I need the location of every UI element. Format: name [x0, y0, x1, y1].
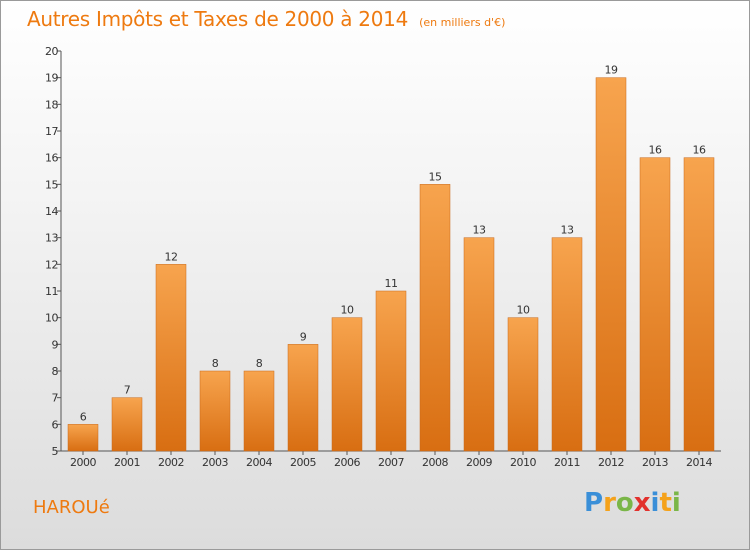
- x-tick-label: 2004: [246, 456, 272, 469]
- commune-name: HAROUé: [33, 497, 110, 518]
- chart-title: Autres Impôts et Taxes de 2000 à 2014: [27, 7, 408, 31]
- x-tick-label: 2006: [334, 456, 360, 469]
- y-tick-label: 8: [52, 365, 59, 378]
- bar-2000: [67, 424, 99, 452]
- bar-2008: [419, 184, 451, 452]
- brand-logo-letter: r: [603, 488, 616, 518]
- y-tick-label: 19: [45, 72, 58, 85]
- bar-2014: [683, 157, 715, 452]
- chart-subtitle: (en milliers d'€): [419, 16, 506, 29]
- x-tick-label: 2013: [642, 456, 668, 469]
- x-tick-label: 2008: [422, 456, 448, 469]
- bar-2002: [155, 264, 187, 452]
- y-axis: 5 6 7 8 9 10 11 12 13 14 15 16 17 18 19 20: [45, 45, 62, 458]
- value-label-2014: 16: [693, 144, 706, 157]
- bar-2013: [639, 157, 671, 452]
- y-tick-label: 9: [52, 338, 59, 351]
- bar-2001: [111, 397, 143, 452]
- x-tick-label: 2014: [686, 456, 712, 469]
- bar-2009: [463, 237, 495, 452]
- bar-2010: [507, 317, 539, 452]
- y-tick-label: 7: [52, 392, 59, 405]
- y-tick-label: 16: [45, 152, 58, 165]
- x-tick-label: 2011: [554, 456, 580, 469]
- value-label-2004: 8: [256, 357, 263, 370]
- x-tick-label: 2012: [598, 456, 624, 469]
- brand-logo-letter: P: [584, 488, 604, 518]
- value-label-2011: 13: [561, 224, 574, 237]
- value-label-2005: 9: [300, 330, 307, 343]
- y-tick-label: 5: [52, 445, 59, 458]
- brand-logo-letter: i: [671, 488, 681, 518]
- y-tick-label: 17: [45, 125, 58, 138]
- y-tick-label: 6: [52, 418, 59, 431]
- value-label-2006: 10: [341, 304, 354, 317]
- bar-2011: [551, 237, 583, 452]
- x-tick-label: 2001: [114, 456, 140, 469]
- value-label-2013: 16: [649, 144, 662, 157]
- y-tick-label: 20: [45, 45, 58, 58]
- bar-2003: [199, 370, 231, 452]
- value-label-2009: 13: [473, 224, 486, 237]
- brand-logo-letter: i: [650, 488, 660, 518]
- y-tick-label: 15: [45, 178, 58, 191]
- value-label-2010: 10: [517, 304, 530, 317]
- x-tick-label: 2007: [378, 456, 404, 469]
- x-tick-label: 2005: [290, 456, 316, 469]
- x-axis: 2000 2001 2002 2003 2004 2005 2006 2007 2008 2009…: [61, 450, 721, 469]
- y-tick-label: 12: [45, 258, 58, 271]
- y-tick-label: 13: [45, 232, 58, 245]
- bar-2006: [331, 317, 363, 452]
- bar-2007: [375, 290, 407, 452]
- x-tick-label: 2009: [466, 456, 492, 469]
- brand-logo: Proxiti: [584, 488, 681, 518]
- bar-2005: [287, 344, 319, 452]
- value-label-2001: 7: [124, 384, 131, 397]
- bar-2004: [243, 370, 275, 452]
- value-label-2002: 12: [165, 250, 178, 263]
- y-tick-label: 11: [45, 285, 58, 298]
- x-tick-label: 2000: [70, 456, 96, 469]
- x-tick-label: 2010: [510, 456, 536, 469]
- x-tick-label: 2002: [158, 456, 184, 469]
- bar-2012: [595, 77, 627, 452]
- brand-logo-letter: o: [615, 488, 634, 518]
- y-tick-label: 18: [45, 98, 58, 111]
- value-label-2012: 19: [605, 64, 618, 77]
- value-label-2008: 15: [429, 170, 442, 183]
- bar-series: [67, 77, 715, 452]
- y-tick-label: 10: [45, 312, 58, 325]
- brand-logo-letter: x: [633, 488, 651, 518]
- y-tick-label: 14: [45, 205, 58, 218]
- value-label-2000: 6: [80, 410, 87, 423]
- value-labels: 6 7 12 8 8 9 10 11 15 13 10 13 19 16 16: [80, 64, 707, 424]
- value-label-2007: 11: [385, 277, 398, 290]
- chart-header: Autres Impôts et Taxes de 2000 à 2014 (e…: [27, 7, 505, 31]
- brand-logo-letter: t: [659, 488, 672, 518]
- x-tick-label: 2003: [202, 456, 228, 469]
- value-label-2003: 8: [212, 357, 219, 370]
